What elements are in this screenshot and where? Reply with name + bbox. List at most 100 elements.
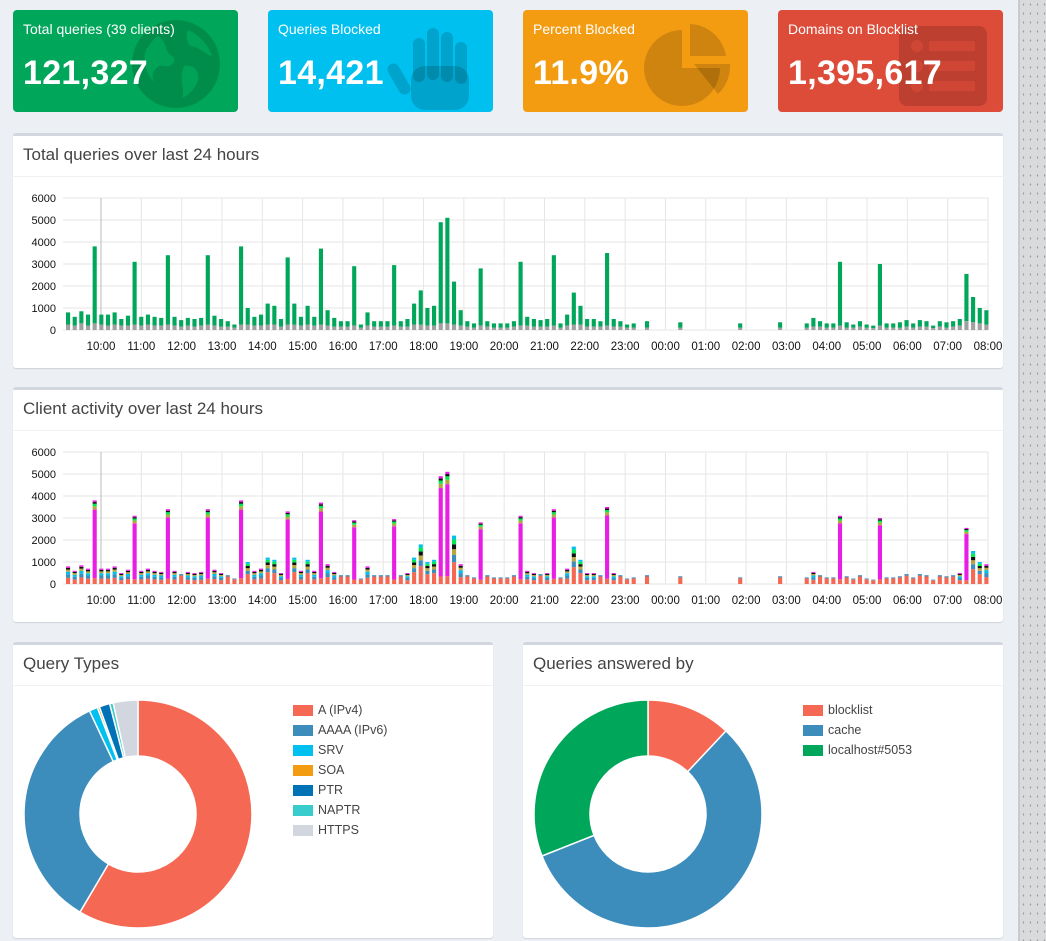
client-bar-segment	[578, 569, 583, 574]
x-tick-label: 08:00	[974, 341, 1003, 353]
permitted-bar	[219, 319, 224, 327]
client-bar-segment	[551, 510, 556, 513]
legend-item[interactable]: blocklist	[803, 700, 912, 720]
client-bar-segment	[265, 559, 270, 563]
client-bar-segment	[112, 567, 117, 570]
client-bar-segment	[305, 566, 310, 570]
blocked-bar	[505, 327, 510, 330]
x-tick-label: 19:00	[449, 595, 478, 607]
client-bar-segment	[265, 562, 270, 565]
client-bar-segment	[219, 573, 224, 574]
blocked-bar	[471, 327, 477, 330]
client-bar-segment	[984, 567, 989, 571]
client-bar-segment	[392, 519, 397, 521]
blocked-bar	[305, 324, 310, 330]
client-bar-segment	[565, 578, 570, 584]
client-bar-segment	[212, 570, 217, 573]
client-bar-segment	[738, 578, 743, 584]
pie-chart-icon	[644, 24, 731, 106]
client-bar-segment	[545, 573, 550, 575]
client-bar-segment	[525, 573, 530, 575]
client-bar-segment	[951, 575, 956, 577]
client-bar-segment	[451, 539, 457, 545]
permitted-bar	[678, 322, 683, 328]
legend-item[interactable]: cache	[803, 720, 912, 740]
client-bar-segment	[971, 551, 976, 554]
blocked-bar	[105, 325, 111, 330]
permitted-bar	[225, 321, 230, 327]
client-bar-segment	[185, 574, 190, 576]
client-bar-segment	[811, 571, 816, 573]
client-bar-segment	[312, 576, 317, 580]
client-bar-segment	[239, 503, 244, 507]
client-bar-segment	[984, 570, 989, 574]
client-bar-segment	[139, 574, 144, 577]
blocked-bar	[119, 325, 124, 330]
client-bar-segment	[79, 570, 84, 574]
x-tick-label: 06:00	[893, 595, 922, 607]
permitted-bar	[292, 303, 297, 325]
client-bar-segment	[105, 571, 111, 574]
client-bar-segment	[285, 512, 290, 515]
client-bar-segment	[565, 575, 570, 579]
client-bar-segment	[957, 577, 962, 581]
legend-swatch	[803, 744, 823, 756]
blocked-bar	[618, 326, 623, 330]
permitted-bar	[372, 321, 377, 327]
client-bar-segment	[451, 549, 457, 555]
query-types-donut-chart[interactable]	[13, 689, 263, 939]
blocked-bar	[139, 325, 144, 330]
client-bar-segment	[984, 564, 989, 566]
legend-item[interactable]: SOA	[293, 760, 387, 780]
client-bar-segment	[119, 577, 124, 581]
client-bar-segment	[605, 510, 610, 513]
queries-blocked-tile[interactable]: Queries Blocked 14,421	[268, 10, 493, 112]
client-bar-segment	[185, 579, 190, 584]
client-bar-segment	[145, 575, 150, 579]
client-bar-segment	[518, 579, 523, 584]
legend-item[interactable]: A (IPv4)	[293, 700, 387, 720]
x-tick-label: 05:00	[853, 595, 882, 607]
client-bar-segment	[125, 572, 131, 574]
client-bar-segment	[332, 577, 337, 580]
legend-item[interactable]: NAPTR	[293, 800, 387, 820]
legend-item[interactable]: PTR	[293, 780, 387, 800]
permitted-bar	[245, 308, 250, 325]
legend-item[interactable]: localhost#5053	[803, 740, 912, 760]
legend-item[interactable]: AAAA (IPv6)	[293, 720, 387, 740]
client-bar-segment	[392, 521, 397, 524]
client-activity-chart[interactable]: 0 1000 2000 3000 4000 5000 6000 10:00 11:00 12:00…	[13, 432, 1003, 622]
blocked-bar	[817, 326, 823, 330]
total-queries-tile[interactable]: Total queries (39 clients) 121,327	[13, 10, 238, 112]
blocked-bar	[312, 325, 317, 330]
client-bar-segment	[239, 578, 244, 584]
permitted-bar	[85, 314, 91, 326]
client-bar-segment	[618, 576, 623, 584]
permitted-bar	[824, 323, 829, 328]
client-bar-segment	[352, 522, 357, 525]
blocked-bar	[824, 327, 829, 330]
client-bar-segment	[605, 512, 610, 516]
legend-item[interactable]: SRV	[293, 740, 387, 760]
legend-item[interactable]: HTTPS	[293, 820, 387, 840]
blocked-bar	[605, 325, 610, 330]
client-bar-segment	[179, 574, 184, 576]
scrollbar-edge[interactable]	[1018, 0, 1046, 941]
client-bar-segment	[405, 573, 410, 574]
client-bar-segment	[412, 557, 417, 560]
answered-by-donut-chart[interactable]	[523, 689, 773, 939]
blocked-bar	[338, 326, 343, 330]
permitted-bar	[239, 246, 244, 325]
client-bar-segment	[225, 576, 230, 584]
permitted-bar	[325, 310, 330, 326]
x-tick-label: 15:00	[288, 595, 317, 607]
client-bar-segment	[225, 575, 230, 577]
percent-blocked-tile[interactable]: Percent Blocked 11.9%	[523, 10, 748, 112]
client-bar-segment	[385, 576, 390, 584]
legend-swatch	[803, 724, 823, 736]
permitted-bar	[837, 261, 843, 326]
queries-over-time-chart[interactable]: 0 1000 2000 3000 4000 5000 6000 10:00 11:00 12:00…	[13, 178, 1003, 368]
client-bar-segment	[571, 553, 576, 558]
domains-on-blocklist-tile[interactable]: Domains on Blocklist 1,395,617	[778, 10, 1003, 112]
client-bar-segment	[139, 576, 144, 580]
